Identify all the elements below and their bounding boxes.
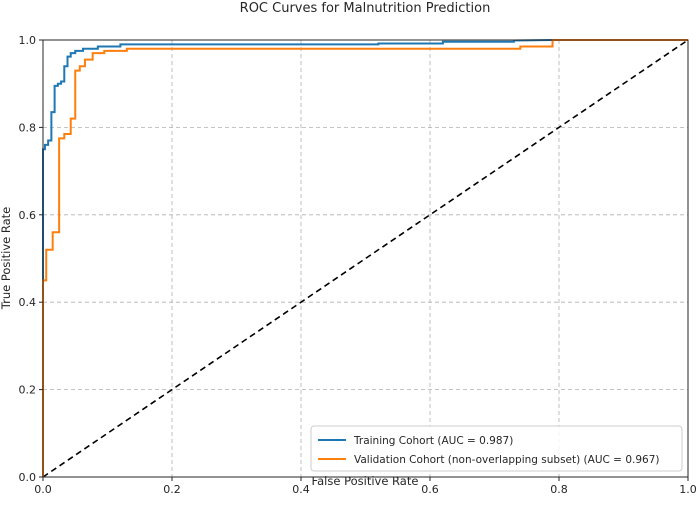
x-axis-ticks: 0.0 0.2 0.4 0.6 0.8 1.0 bbox=[34, 477, 697, 496]
x-tick-label: 0.4 bbox=[292, 483, 310, 496]
x-tick-label: 0.8 bbox=[550, 483, 568, 496]
y-axis-label: True Positive Rate bbox=[0, 207, 13, 310]
training-cohort-line bbox=[42, 39, 688, 477]
legend-box bbox=[310, 425, 683, 472]
chance-diagonal-line bbox=[42, 39, 689, 478]
y-tick-label: 0.2 bbox=[19, 384, 37, 397]
legend-label-validation: Validation Cohort (non-overlapping subse… bbox=[354, 454, 659, 466]
validation-cohort-line bbox=[42, 39, 688, 477]
y-tick-label: 0.4 bbox=[19, 296, 37, 309]
legend-label-training: Training Cohort (AUC = 0.987) bbox=[353, 435, 513, 447]
chart-title: ROC Curves for Malnutrition Prediction bbox=[240, 1, 491, 16]
series-lines bbox=[42, 39, 688, 477]
x-tick-label: 0.0 bbox=[34, 483, 52, 496]
x-tick-label: 0.2 bbox=[163, 483, 181, 496]
chance-diagonal bbox=[42, 39, 689, 478]
x-tick-label: 0.6 bbox=[421, 483, 439, 496]
y-axis-ticks: 0.0 0.2 0.4 0.6 0.8 1.0 bbox=[19, 34, 43, 484]
y-tick-label: 0.8 bbox=[19, 121, 37, 134]
y-tick-label: 1.0 bbox=[19, 34, 37, 47]
legend: Training Cohort (AUC = 0.987) Validation… bbox=[310, 425, 683, 472]
plot-frame bbox=[42, 39, 689, 478]
y-tick-label: 0.0 bbox=[19, 471, 37, 484]
y-tick-label: 0.6 bbox=[19, 209, 37, 222]
x-tick-label: 1.0 bbox=[679, 483, 697, 496]
x-axis-label: False Positive Rate bbox=[312, 474, 419, 488]
